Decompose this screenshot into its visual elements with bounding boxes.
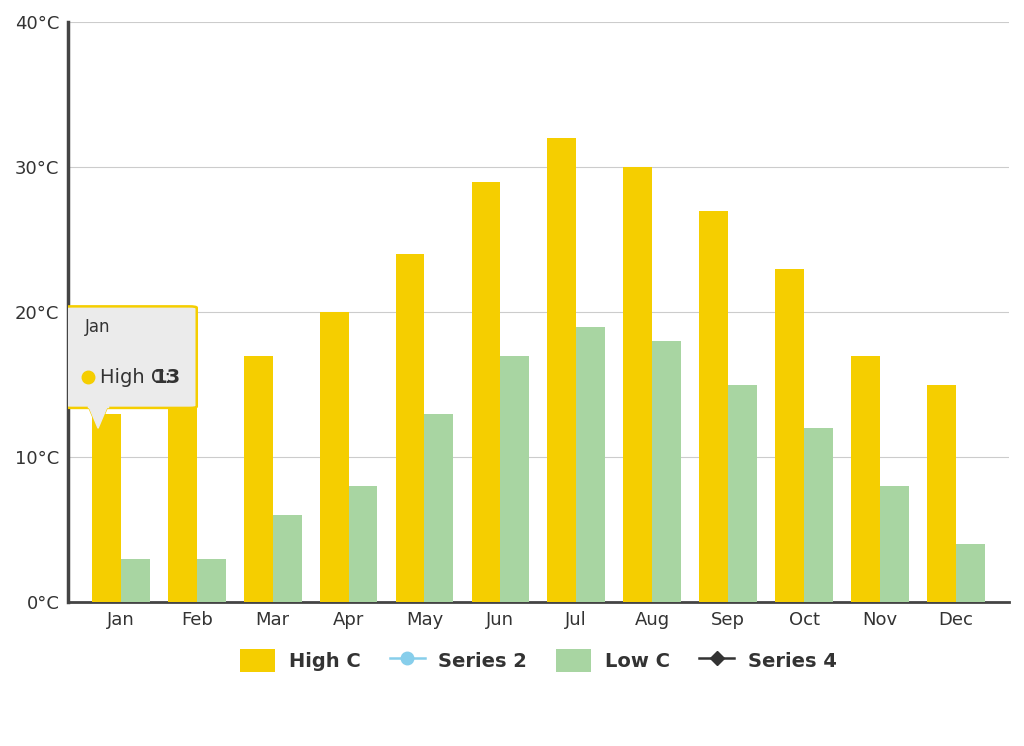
Bar	[348, 486, 378, 602]
FancyBboxPatch shape	[63, 307, 197, 408]
Bar	[880, 486, 908, 602]
Bar	[955, 545, 985, 602]
Bar	[851, 356, 880, 602]
Bar	[548, 138, 577, 602]
Bar	[92, 414, 121, 602]
Bar	[395, 254, 425, 602]
Text: 13: 13	[154, 368, 180, 387]
Bar	[624, 167, 652, 602]
Bar	[472, 181, 501, 602]
Bar	[699, 210, 728, 602]
Bar	[501, 356, 529, 602]
Bar	[775, 269, 804, 602]
Bar	[728, 385, 757, 602]
Bar	[244, 356, 272, 602]
Text: High C:: High C:	[100, 368, 177, 387]
Bar	[652, 341, 681, 602]
Bar	[927, 385, 955, 602]
Polygon shape	[89, 407, 108, 428]
Bar	[804, 428, 833, 602]
Bar	[425, 414, 454, 602]
Bar	[197, 559, 225, 602]
Bar	[121, 559, 150, 602]
Bar	[272, 515, 301, 602]
Text: Jan: Jan	[85, 318, 111, 336]
Bar	[577, 327, 605, 602]
Bar	[168, 385, 197, 602]
Legend: High C, Series 2, Low C, Series 4: High C, Series 2, Low C, Series 4	[232, 642, 845, 680]
Bar	[319, 312, 348, 602]
